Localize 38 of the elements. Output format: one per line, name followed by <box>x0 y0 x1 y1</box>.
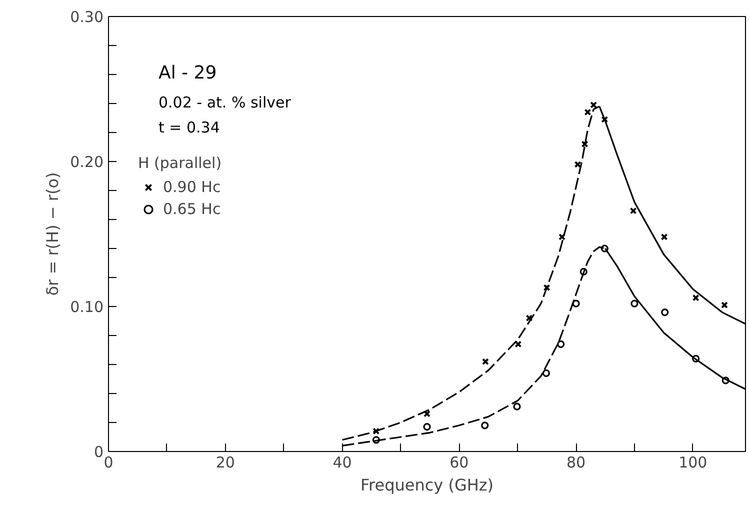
x-tick-label: 60 <box>450 454 469 472</box>
point <box>542 369 550 377</box>
y-axis-title: δr = r(H) − r(o) <box>43 172 62 296</box>
y-tick-label: 0.10 <box>70 298 104 316</box>
point <box>482 358 489 366</box>
point <box>574 160 582 168</box>
annotation: 0.02 - at. % silver <box>158 94 292 112</box>
x-tick-label: 100 <box>678 454 708 472</box>
point <box>372 428 380 435</box>
point <box>720 302 728 309</box>
point <box>543 284 550 292</box>
point <box>514 340 522 348</box>
x-tick-label: 80 <box>566 454 586 472</box>
x-tick-label: 20 <box>216 454 235 472</box>
legend-title: H (parallel) <box>138 154 222 172</box>
point <box>692 294 700 302</box>
y-tick-label: 0.20 <box>70 153 104 171</box>
point <box>601 116 608 123</box>
x-tick-label: 40 <box>332 454 352 472</box>
y-tick-label: 0.30 <box>70 8 104 26</box>
point <box>661 308 669 316</box>
annotation: Al - 29 <box>158 62 217 84</box>
point <box>424 410 430 418</box>
annotation: t = 0.34 <box>158 118 220 136</box>
x-axis-title: Frequency (GHz) <box>360 476 494 494</box>
point <box>581 140 588 148</box>
point <box>481 422 489 430</box>
point <box>630 300 638 308</box>
legend-label: 0.90 Hc <box>163 178 221 196</box>
point <box>584 108 592 116</box>
point <box>513 402 521 410</box>
point <box>526 314 533 322</box>
point <box>557 340 565 348</box>
point <box>660 233 668 240</box>
point <box>423 423 431 431</box>
point <box>558 233 566 240</box>
legend-label: 0.65 Hc <box>163 200 221 218</box>
point <box>630 207 637 214</box>
